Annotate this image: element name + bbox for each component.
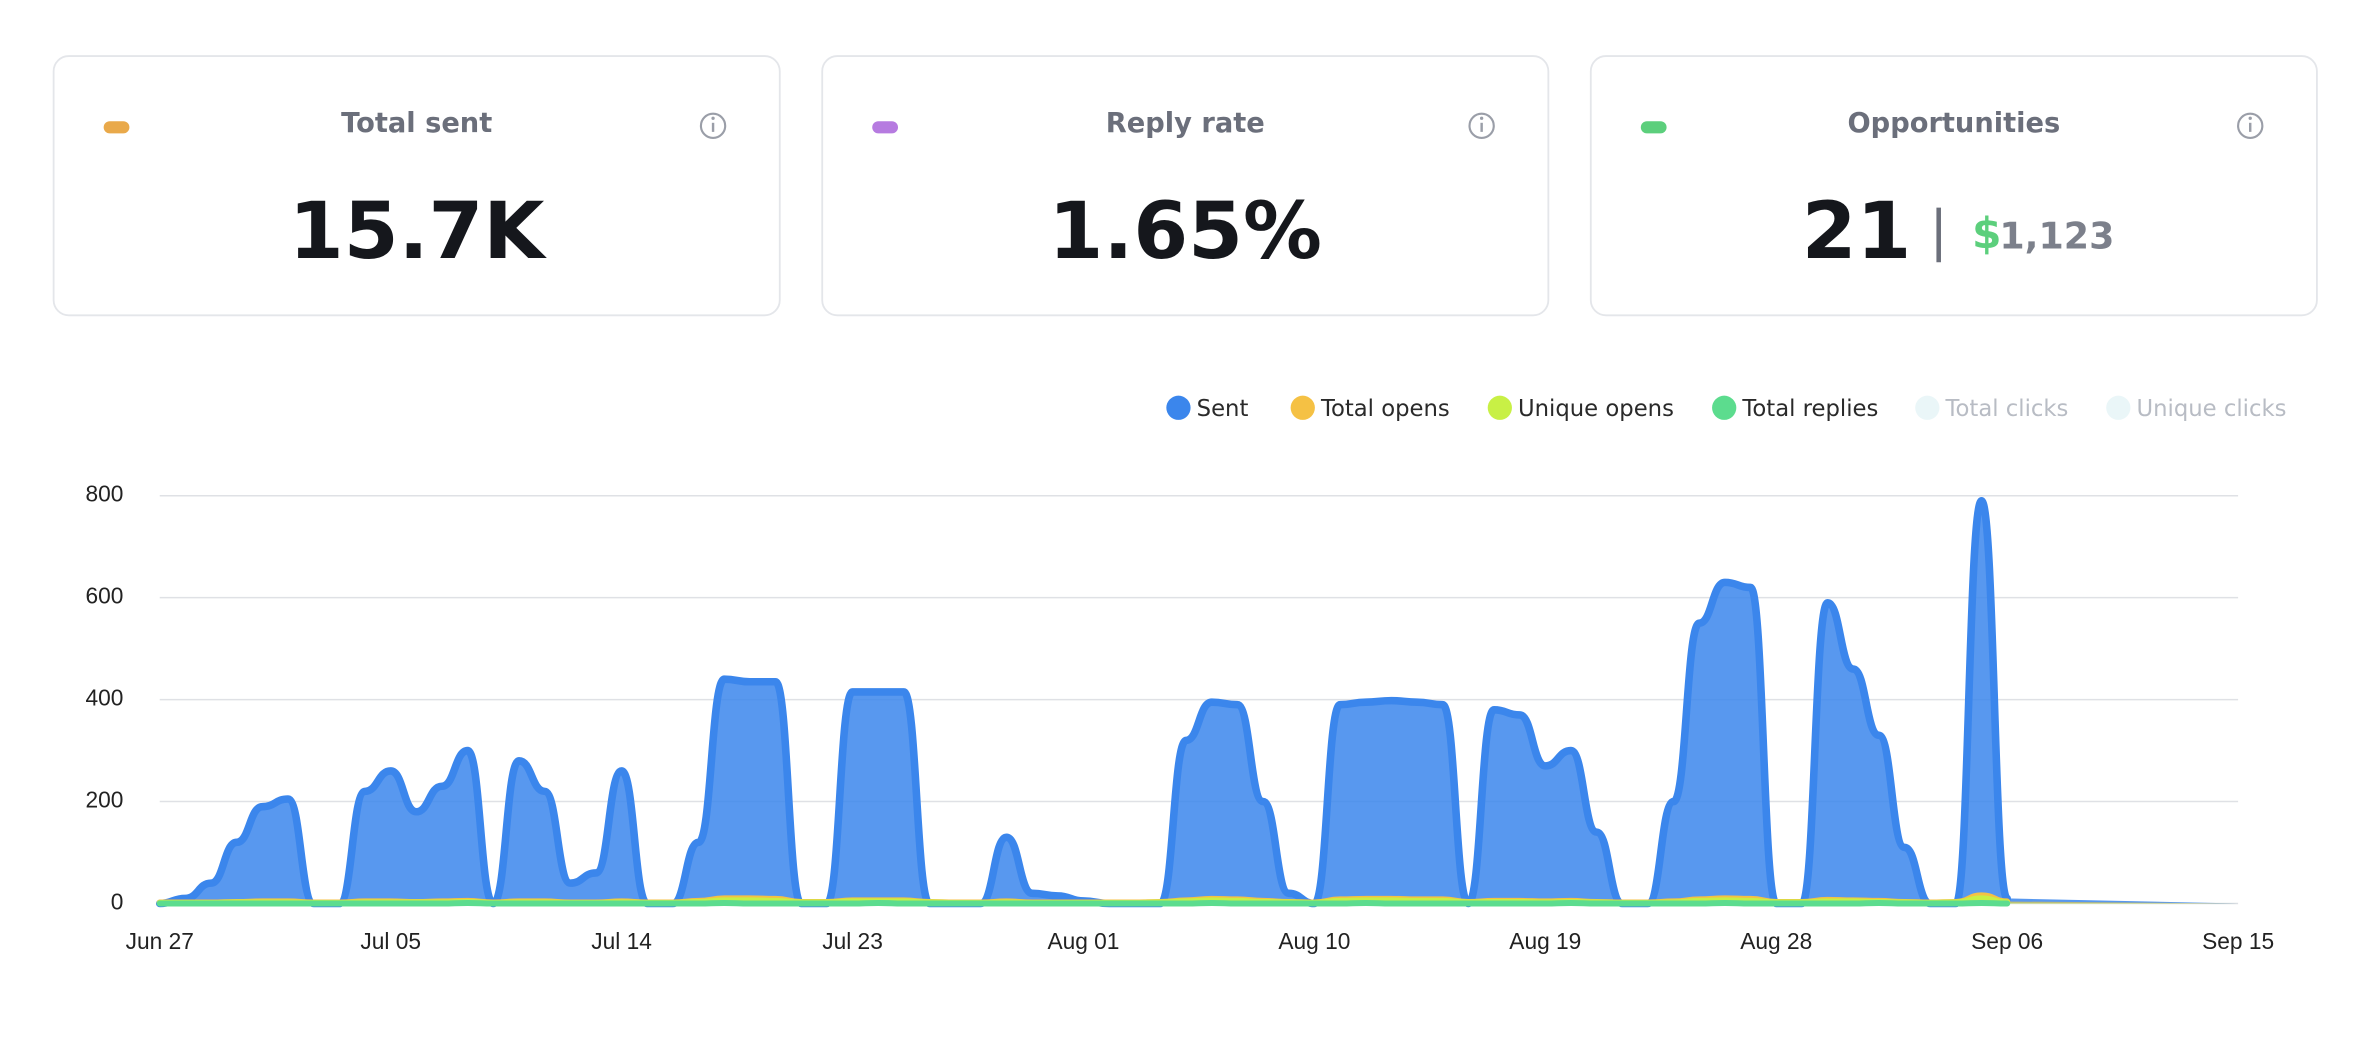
card-title: Opportunities: [1848, 108, 2061, 139]
info-circle[interactable]: [2237, 112, 2264, 140]
legend-swatch[interactable]: [1915, 395, 1940, 420]
legend-item[interactable]: Total replies: [1712, 395, 1878, 422]
info-icon[interactable]: [2237, 112, 2264, 140]
legend-label[interactable]: Unique clicks: [2137, 396, 2287, 422]
x-tick-label: Aug 28: [1740, 928, 1812, 954]
legend-item[interactable]: Total opens: [1290, 395, 1450, 422]
y-tick-label: 0: [111, 889, 124, 915]
info-icon[interactable]: [1468, 112, 1495, 140]
legend-swatch[interactable]: [1712, 395, 1737, 420]
info-dot[interactable]: [2248, 116, 2252, 120]
card-box: [821, 55, 1550, 317]
legend-swatch[interactable]: [1290, 395, 1315, 420]
legend-swatch[interactable]: [1487, 395, 1512, 420]
x-tick-label: Aug 01: [1047, 928, 1119, 954]
y-tick-label: 600: [85, 583, 123, 609]
legend-label[interactable]: Total clicks: [1945, 396, 2069, 422]
x-tick-label: Aug 19: [1509, 928, 1581, 954]
x-tick-label: Jul 14: [591, 928, 652, 954]
revenue-amount: 1,123: [1999, 215, 2114, 258]
x-tick-label: Sep 06: [1971, 928, 2043, 954]
legend-item[interactable]: Unique opens: [1487, 395, 1674, 422]
y-tick-label: 400: [85, 685, 123, 711]
legend-label[interactable]: Unique opens: [1518, 396, 1674, 422]
stat-card: Reply rate 1.65%: [821, 55, 1550, 317]
x-tick-label: Jun 27: [126, 928, 194, 954]
stat-card: Opportunities 21 $1,123: [1589, 55, 2318, 317]
series-line: [156, 899, 2011, 907]
legend-swatch[interactable]: [2106, 395, 2131, 420]
legend-label[interactable]: Total replies: [1741, 396, 1878, 422]
stat-card: Total sent 15.7K: [52, 55, 781, 317]
card-title: Total sent: [341, 108, 492, 139]
card-box: [52, 55, 781, 317]
card-color-pill: [872, 121, 899, 134]
x-tick-label: Aug 10: [1278, 928, 1350, 954]
card-value: 15.7K: [289, 185, 547, 277]
legend-item[interactable]: Unique clicks: [2106, 395, 2287, 422]
card-title: Reply rate: [1106, 108, 1265, 139]
x-tick-label: Jul 05: [360, 928, 421, 954]
legend-label[interactable]: Sent: [1197, 396, 1249, 422]
y-tick-label: 800: [85, 481, 123, 507]
legend-label[interactable]: Total opens: [1320, 396, 1450, 422]
info-circle[interactable]: [1468, 112, 1495, 140]
card-color-pill: [1640, 121, 1667, 134]
x-tick-label: Jul 23: [822, 928, 883, 954]
card-box: [1589, 55, 2318, 317]
info-circle[interactable]: [699, 112, 727, 140]
card-value: 1.65%: [1049, 185, 1322, 277]
legend-item[interactable]: Total clicks: [1915, 395, 2069, 422]
series-area: [159, 500, 2239, 904]
x-tick-label: Sep 15: [2202, 928, 2274, 954]
legend-swatch[interactable]: [1166, 395, 1191, 420]
y-tick-label: 200: [85, 787, 123, 813]
revenue-symbol: $: [1972, 210, 2002, 259]
legend-item[interactable]: Sent: [1166, 395, 1249, 422]
card-color-pill: [103, 121, 130, 134]
card-value: 21: [1802, 185, 1912, 277]
info-dot[interactable]: [1479, 116, 1484, 120]
info-icon[interactable]: [699, 112, 727, 140]
info-dot[interactable]: [711, 116, 715, 120]
